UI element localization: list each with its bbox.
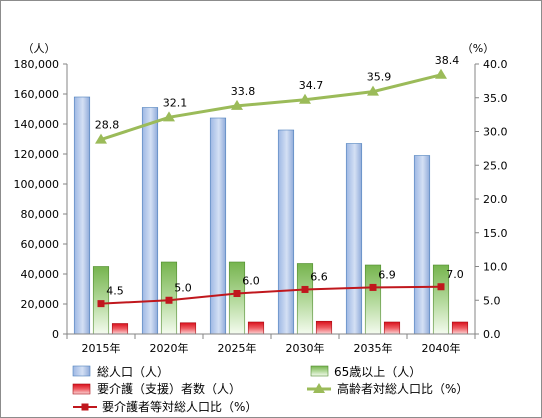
marker-care-ratio <box>165 296 173 304</box>
data-label-care-ratio: 4.5 <box>106 285 124 298</box>
marker-elderly-ratio <box>163 111 175 122</box>
left-tick-label: 20,000 <box>21 298 60 311</box>
bar-care-needed <box>451 321 469 335</box>
legend-label-care-ratio: 要介護者等対総人口比（%） <box>102 399 257 414</box>
legend-label-age65-plus: 65歳以上（人） <box>334 365 421 379</box>
left-tick-label: 160,000 <box>14 88 60 101</box>
left-tick-label: 40,000 <box>21 268 60 281</box>
data-label-elderly-ratio: 38.4 <box>435 54 460 67</box>
right-tick-label: 40.0 <box>483 58 508 71</box>
bar-series <box>73 96 469 335</box>
right-tick-label: 5.0 <box>483 294 501 307</box>
legend-swatch-age65-plus <box>310 365 329 377</box>
category-label: 2035年 <box>354 341 393 355</box>
legend: 総人口（人） 65歳以上（人） 要介護（支援）者数（人） 高齢者対総人口比（%） 要介護… <box>72 365 468 414</box>
legend-label-elderly-ratio: 高齢者対総人口比（%） <box>337 381 468 396</box>
category-label: 2015年 <box>82 341 121 355</box>
left-axis-ticks: 0 20,000 40,000 60,000 80,000 100,000 120,000 1… <box>14 58 60 341</box>
bar-total-population <box>413 155 431 335</box>
right-tick-label: 35.0 <box>483 92 508 105</box>
right-tick-label: 15.0 <box>483 227 508 240</box>
marker-care-ratio <box>233 290 241 297</box>
marker-elderly-ratio <box>367 85 379 96</box>
category-label: 2030年 <box>286 341 325 355</box>
legend-swatch-total-population <box>72 365 91 377</box>
right-axis-unit: （%） <box>462 42 494 55</box>
data-label-elderly-ratio: 33.8 <box>231 85 256 98</box>
legend-marker-care-ratio <box>81 403 89 411</box>
bar-total-population <box>73 96 91 335</box>
marker-care-ratio <box>437 283 445 291</box>
left-tick-label: 180,000 <box>14 58 60 71</box>
marker-elderly-ratio <box>299 93 311 104</box>
data-label-elderly-ratio: 28.8 <box>95 119 120 132</box>
left-tick-label: 0 <box>52 328 59 341</box>
category-label: 2025年 <box>218 341 257 355</box>
bar-total-population <box>209 117 227 335</box>
bar-care-needed <box>111 323 129 335</box>
right-tick-label: 10.0 <box>483 261 508 274</box>
bar-age65-plus <box>228 261 246 335</box>
right-tick-label: 0.0 <box>483 328 501 341</box>
right-tick-label: 30.0 <box>483 126 508 139</box>
marker-elderly-ratio <box>95 133 107 144</box>
data-label-care-ratio: 7.0 <box>446 268 464 281</box>
bar-total-population <box>277 129 295 335</box>
bar-care-needed <box>383 321 401 335</box>
data-label-care-ratio: 6.9 <box>378 268 396 281</box>
left-tick-label: 100,000 <box>14 178 60 191</box>
data-label-care-ratio: 6.0 <box>242 275 260 288</box>
axes <box>63 63 479 339</box>
series-line-care-ratio <box>100 285 442 305</box>
data-label-elderly-ratio: 34.7 <box>299 79 324 92</box>
legend-label-total-population: 総人口（人） <box>97 365 169 379</box>
left-tick-label: 140,000 <box>14 118 60 131</box>
right-tick-label: 25.0 <box>483 159 508 172</box>
data-labels: 28.8 32.1 33.8 34.7 35.9 38.4 4.5 5.0 6.0 6.6 6.9 7… <box>95 54 464 298</box>
category-axis-ticks: 2015年 2020年 2025年 2030年 2035年 2040年 <box>82 341 461 355</box>
left-axis-unit: （人） <box>23 42 56 55</box>
category-label: 2040年 <box>422 341 461 355</box>
marker-care-ratio <box>97 300 105 308</box>
marker-care-ratio <box>301 285 309 293</box>
line-series <box>95 68 447 308</box>
right-axis-ticks: 0.0 5.0 10.0 15.0 20.0 25.0 30.0 35.0 40.0 <box>483 58 508 341</box>
data-label-care-ratio: 5.0 <box>174 281 192 294</box>
bar-care-needed <box>247 321 265 335</box>
marker-care-ratio <box>369 283 377 291</box>
marker-elderly-ratio <box>231 99 243 110</box>
marker-elderly-ratio <box>435 68 447 79</box>
right-tick-label: 20.0 <box>483 193 508 206</box>
left-tick-label: 120,000 <box>14 148 60 161</box>
series-line-elderly-ratio <box>100 73 442 142</box>
left-tick-label: 60,000 <box>21 238 60 251</box>
data-label-elderly-ratio: 35.9 <box>367 71 392 84</box>
bar-total-population <box>345 143 363 335</box>
legend-marker-elderly-ratio <box>313 383 325 393</box>
category-label: 2020年 <box>150 341 189 355</box>
data-label-care-ratio: 6.6 <box>310 270 328 283</box>
bar-care-needed <box>179 322 197 335</box>
left-tick-label: 80,000 <box>21 208 60 221</box>
bar-care-needed <box>315 320 333 335</box>
data-label-elderly-ratio: 32.1 <box>163 96 188 109</box>
legend-label-care-needed: 要介護（支援）者数（人） <box>97 381 241 396</box>
legend-swatch-care-needed <box>72 383 91 395</box>
